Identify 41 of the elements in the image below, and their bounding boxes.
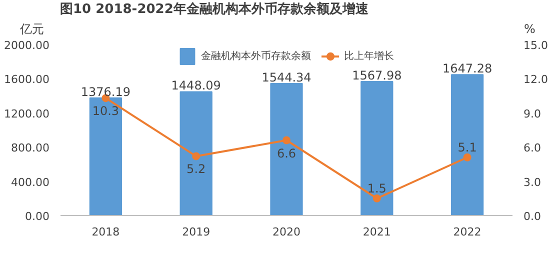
data-label: 5.2: [186, 162, 206, 176]
data-label: 5.1: [458, 140, 477, 154]
data-label: 1.5: [367, 181, 386, 196]
data-label: 6.6: [276, 146, 296, 160]
x-tick-label: 2019: [182, 226, 210, 238]
legend-label: 金融机构本外币存款余额: [201, 50, 311, 63]
point: [192, 152, 200, 160]
y-tick-label: 400.00: [11, 176, 50, 189]
bar: [360, 80, 394, 216]
bar: [89, 97, 122, 216]
point: [282, 136, 290, 144]
data-label: 1376.19: [80, 84, 131, 99]
y-tick-label: 0.00: [25, 210, 50, 223]
data-label: 1544.34: [262, 70, 312, 84]
data-label: 1567.98: [352, 68, 402, 82]
chart-title: 图10 2018-2022年金融机构本外币存款余额及增速: [60, 0, 368, 19]
y2-tick-label: 3.0: [524, 176, 541, 189]
bar: [270, 82, 303, 216]
x-tick-label: 2020: [272, 226, 301, 238]
bar: [180, 91, 212, 216]
y2-tick-label: 12.0: [524, 73, 548, 86]
y-axis-title: 亿元: [20, 22, 44, 36]
y-tick-label: 2000.00: [4, 39, 50, 52]
bar: [450, 74, 484, 216]
x-tick-label: 2022: [453, 226, 482, 238]
data-label: 10.3: [92, 104, 120, 118]
data-label: 1448.09: [171, 78, 221, 93]
x-tick-label: 2018: [92, 226, 120, 238]
y2-tick-label: 6.0: [524, 142, 541, 155]
x-tick-label: 2021: [362, 226, 391, 238]
y-tick-label: 800.00: [11, 142, 50, 155]
y2-tick-label: 9.0: [524, 107, 541, 120]
legend-label: 比上年增长: [344, 50, 394, 63]
y-tick-label: 1600.00: [4, 73, 50, 86]
point: [372, 194, 381, 202]
y2-tick-label: 15.0: [524, 39, 548, 52]
y2-axis-title: %: [524, 22, 536, 36]
y-tick-label: 1200.00: [4, 107, 50, 120]
y2-tick-label: 0.0: [524, 210, 541, 223]
point: [463, 153, 472, 162]
data-label: 1647.28: [442, 62, 492, 76]
